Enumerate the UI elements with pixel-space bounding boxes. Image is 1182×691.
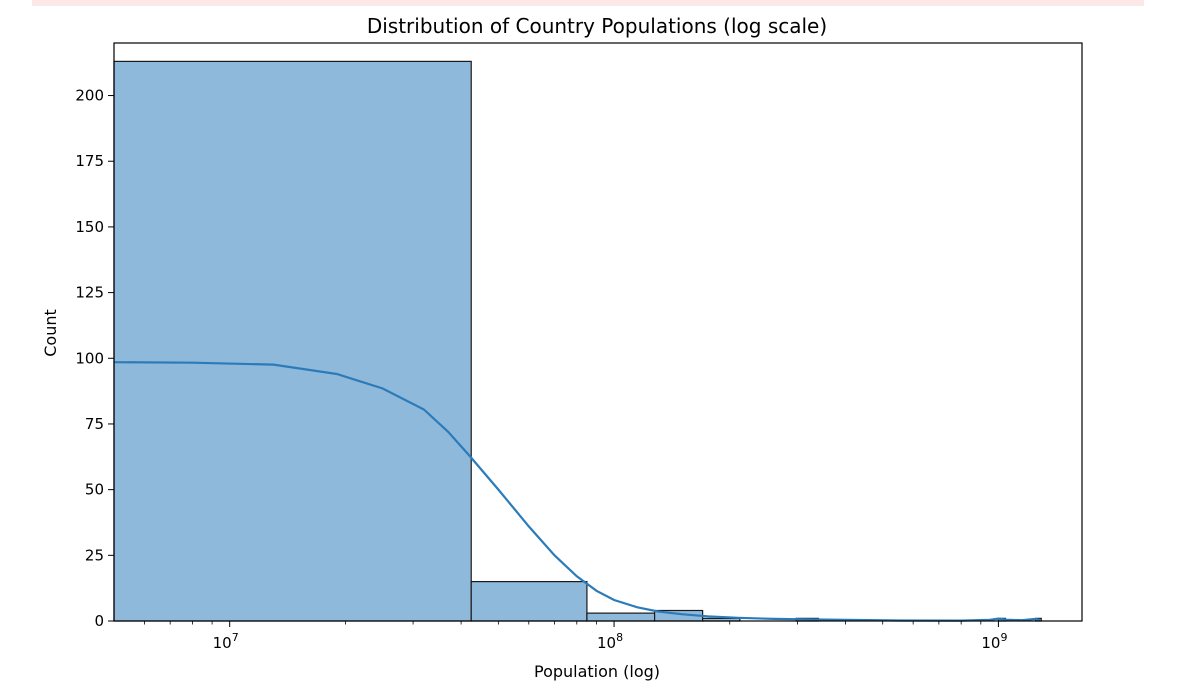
chart-title: Distribution of Country Populations (log…: [367, 14, 827, 38]
x-tick-label-1: 108: [597, 631, 623, 652]
y-tick-label-3: 75: [85, 415, 104, 433]
y-tick-label-5: 125: [75, 284, 104, 302]
plot-frame: [113, 42, 1083, 622]
y-tick-label-6: 150: [75, 218, 104, 236]
x-axis: 107 108 109: [144, 621, 1007, 652]
histogram-bar-1: [470, 580, 588, 622]
kde-curve: [113, 361, 1042, 622]
y-tick-label-8: 200: [75, 87, 104, 105]
x-axis-label: Population (log): [534, 662, 660, 681]
y-tick-label-1: 25: [85, 546, 104, 564]
y-tick-label-7: 175: [75, 152, 104, 170]
x-tick-label-2: 109: [981, 631, 1007, 652]
y-axis-label: Count: [41, 309, 60, 357]
histogram-bar-2: [586, 612, 656, 622]
y-tick-label-0: 0: [94, 612, 104, 630]
histogram-bars: [113, 60, 1042, 622]
warning-strip: [32, 0, 1144, 6]
y-tick-label-2: 50: [85, 481, 104, 499]
histogram-bar-0: [113, 60, 472, 622]
y-axis: 0 25 50 75 100 125 150 175 200: [75, 87, 114, 630]
x-tick-label-0: 107: [213, 631, 239, 652]
y-tick-label-4: 100: [75, 349, 104, 367]
